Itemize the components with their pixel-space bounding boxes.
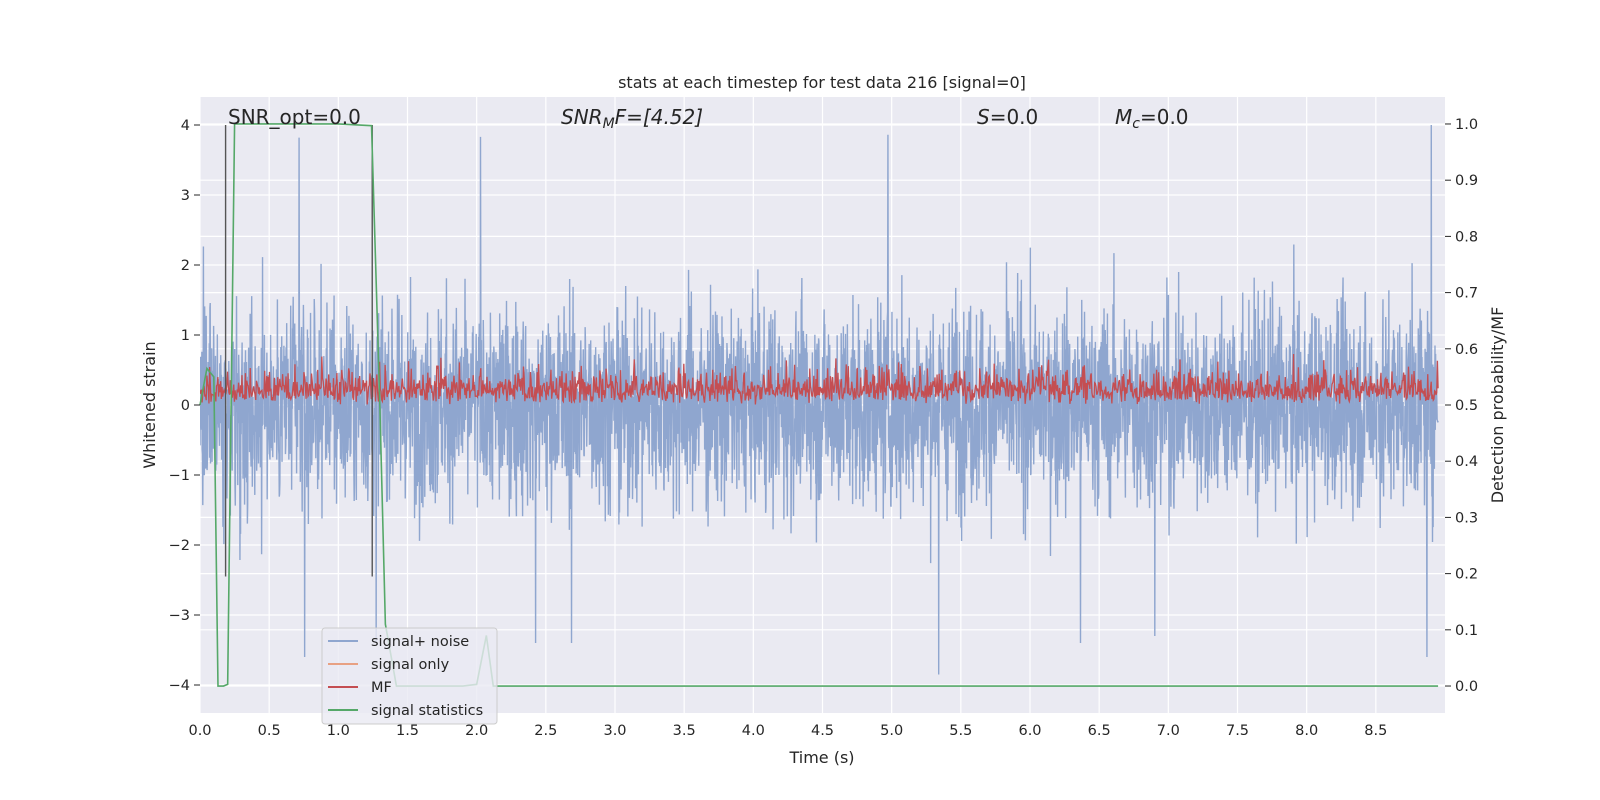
x-tick-label: 1.5	[396, 723, 419, 739]
snr-mf-annotation: SNRMF=[4.52]	[561, 105, 703, 132]
mc-symbol: M	[1115, 105, 1132, 129]
y-tick-label: −2	[169, 538, 190, 554]
y-tick-label: 0	[181, 398, 190, 414]
y-tick-label: 4	[181, 118, 190, 134]
x-tick-label: 3.0	[603, 723, 626, 739]
x-tick-label: 4.5	[811, 723, 834, 739]
snr-mf-symbol: SNR	[561, 105, 603, 129]
y-tick-label: −4	[169, 678, 190, 694]
x-tick-label: 4.0	[742, 723, 765, 739]
snr-mf-rest: F=[4.52]	[615, 105, 703, 129]
right-y-tick-label: 0.4	[1455, 454, 1478, 470]
mc-value: =0.0	[1140, 105, 1189, 129]
x-tick-label: 8.0	[1295, 723, 1318, 739]
x-tick-label: 6.0	[1018, 723, 1041, 739]
snr-opt-annotation: SNR_opt=0.0	[228, 105, 361, 129]
y-tick-label: −3	[169, 608, 190, 624]
y-axis-label: Whitened strain	[140, 341, 159, 468]
x-tick-label: 8.5	[1364, 723, 1387, 739]
x-tick-label: 2.0	[465, 723, 488, 739]
x-tick-label: 2.5	[534, 723, 557, 739]
x-tick-label: 7.5	[1226, 723, 1249, 739]
snr-mf-subscript: M	[603, 116, 615, 132]
y-tick-label: 2	[181, 258, 190, 274]
x-tick-label: 0.5	[258, 723, 281, 739]
legend-box	[321, 627, 498, 725]
x-tick-label: 5.5	[949, 723, 972, 739]
chart-title: stats at each timestep for test data 216…	[618, 73, 1026, 92]
y-ticks: −4 −3 −2 −1 0 1 2 3 4	[169, 118, 200, 694]
right-y-tick-label: 0.8	[1455, 229, 1478, 245]
right-y-tick-label: 0.3	[1455, 510, 1478, 526]
y-tick-label: −1	[169, 468, 190, 484]
y-tick-label: 1	[181, 328, 190, 344]
y-tick-label: 3	[181, 188, 190, 204]
right-y-tick-label: 0.9	[1455, 173, 1478, 189]
right-y-tick-label: 0.0	[1455, 679, 1478, 695]
legend-label-signal-statistics: signal statistics	[371, 703, 483, 719]
right-y-axis-label: Detection probability/MF	[1488, 307, 1507, 504]
x-tick-label: 1.0	[327, 723, 350, 739]
mc-annotation: Mc=0.0	[1115, 105, 1189, 132]
x-tick-label: 5.0	[880, 723, 903, 739]
legend-label-signal-only: signal only	[371, 657, 450, 673]
legend-label-mf: MF	[371, 680, 392, 696]
right-y-tick-label: 0.6	[1455, 342, 1478, 358]
x-tick-label: 0.0	[188, 723, 211, 739]
right-y-tick-label: 0.2	[1455, 567, 1478, 583]
legend-label-signal-noise: signal+ noise	[371, 634, 469, 650]
right-y-tick-label: 0.7	[1455, 286, 1478, 302]
x-ticks: 0.0 0.5 1.0 1.5 2.0 2.5 3.0 3.5 4.0 4.5 5.0 5.5 6.0 6…	[188, 723, 1387, 739]
s-symbol: S	[977, 105, 990, 129]
mc-subscript: c	[1132, 116, 1140, 132]
right-y-tick-label: 1.0	[1455, 117, 1478, 133]
x-axis-label: Time (s)	[788, 748, 854, 767]
x-tick-label: 7.0	[1157, 723, 1180, 739]
right-y-tick-label: 0.1	[1455, 623, 1478, 639]
signal-noise-series	[200, 124, 1439, 675]
x-tick-label: 6.5	[1088, 723, 1111, 739]
s-value: =0.0	[990, 105, 1039, 129]
s-annotation: S=0.0	[977, 105, 1038, 129]
right-y-tick-label: 0.5	[1455, 398, 1478, 414]
x-tick-label: 3.5	[673, 723, 696, 739]
legend: signal+ noise signal only MF signal stat…	[321, 627, 498, 725]
mf-series	[200, 354, 1439, 405]
right-y-ticks: 0.0 0.1 0.2 0.3 0.4 0.5 0.6 0.7 0.8 0.9 1.0	[1445, 117, 1478, 695]
